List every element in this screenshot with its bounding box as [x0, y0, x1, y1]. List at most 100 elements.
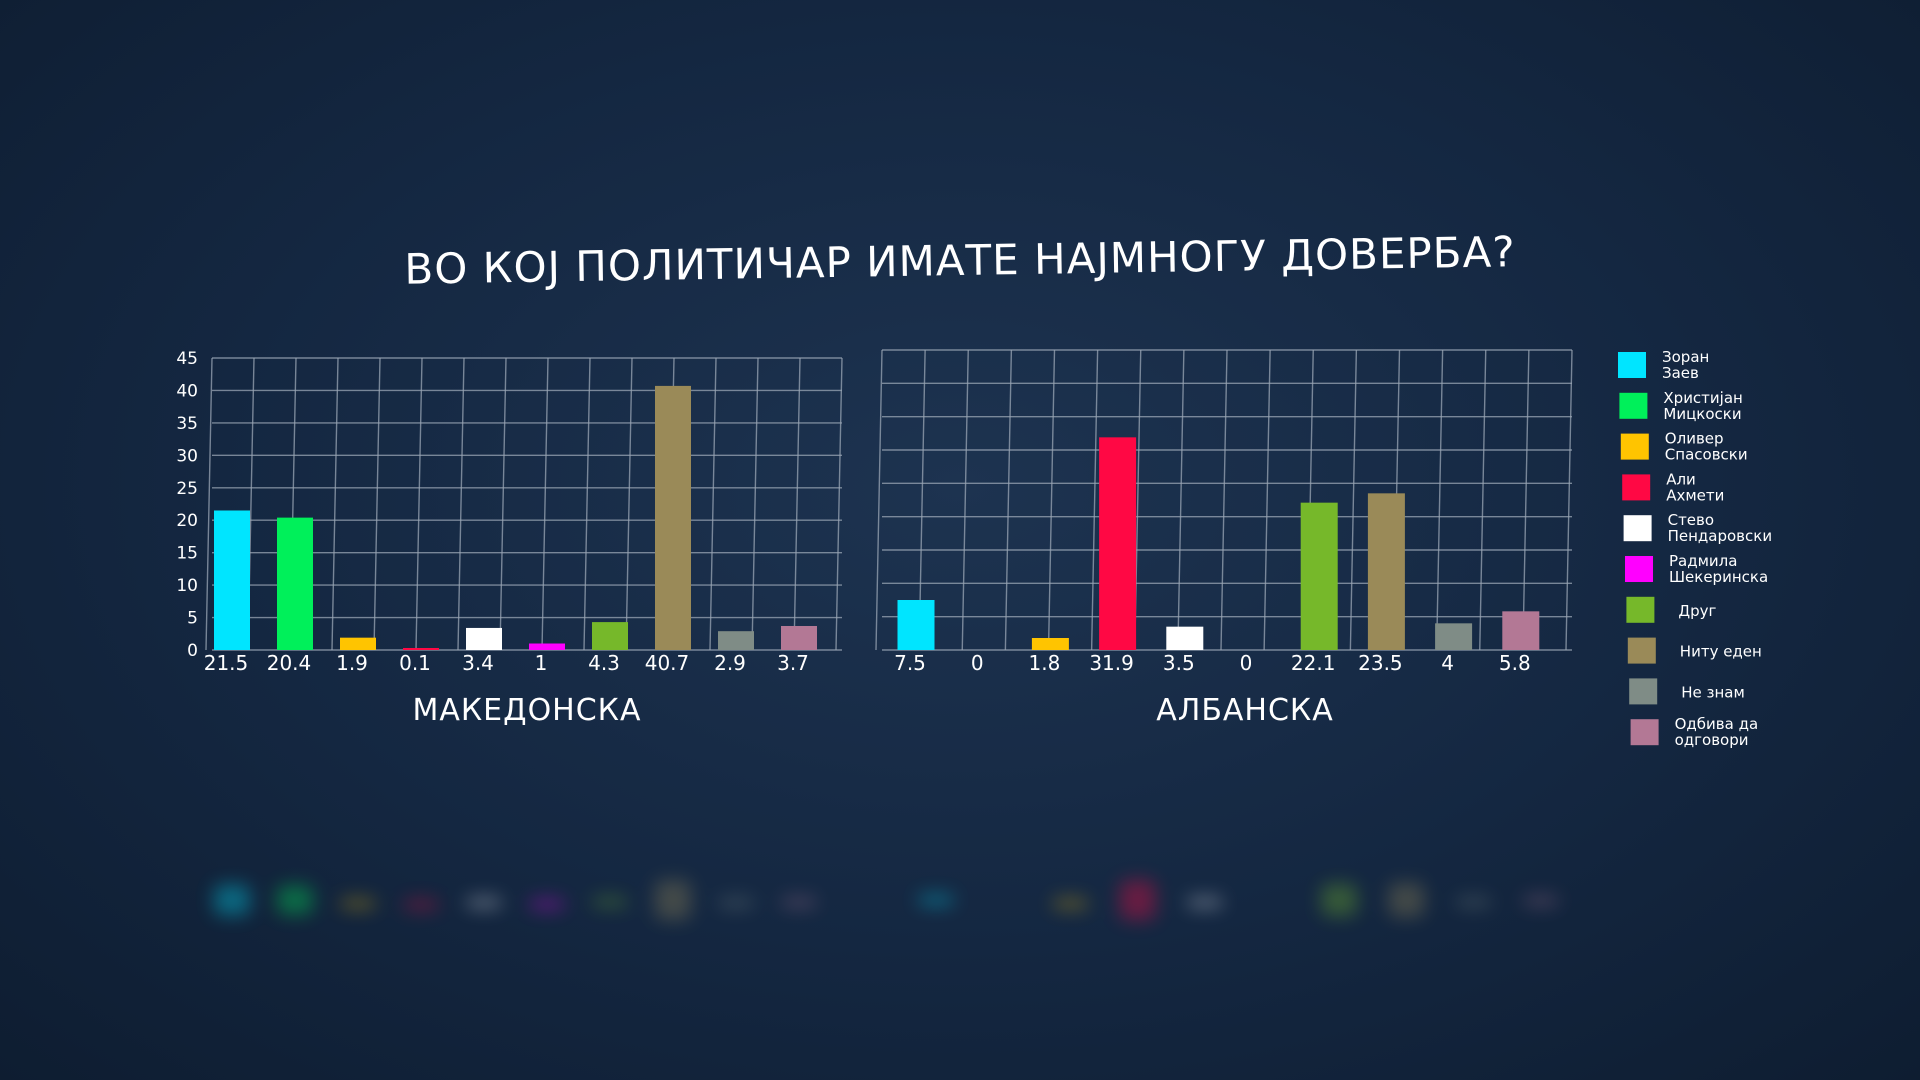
data-label-9: 4 [1441, 651, 1454, 675]
grid-line-v [793, 357, 801, 651]
reflection-blob [781, 897, 817, 908]
legend-label: Оливер [1665, 430, 1724, 448]
data-label-5: 3.5 [1163, 651, 1195, 675]
grid-line-v [1004, 349, 1013, 651]
bar-7 [592, 622, 628, 650]
grid-line-v [875, 349, 883, 651]
data-label-8: 23.5 [1358, 651, 1403, 675]
reflection-blob [340, 898, 376, 909]
legend-label: одговори [1675, 731, 1749, 749]
legend-item-8: Ниту еден [1627, 637, 1762, 664]
reflection-blob [918, 894, 954, 906]
reflection-blob [466, 897, 502, 908]
grid-line-v [205, 357, 213, 651]
data-label-1: 7.5 [894, 651, 926, 675]
grid-line-v [1435, 349, 1444, 651]
grid [875, 349, 1573, 651]
legend-label: Зоран [1662, 348, 1709, 366]
data-label-6: 0 [1240, 651, 1253, 675]
chart-panel-2: 7.5 0 1.8 31.9 3.5 0 22.1 23.5 4 5.8 АЛБАНСКА [875, 349, 1573, 728]
data-label-2: 20.4 [267, 651, 312, 675]
legend-item-7: Друг [1626, 596, 1717, 623]
legend-swatch [1627, 637, 1656, 664]
y-tick-label: 35 [176, 414, 198, 434]
bar-1 [897, 600, 935, 650]
data-label-3: 1.8 [1028, 651, 1060, 675]
x-axis-label: АЛБАНСКА [1156, 693, 1334, 728]
bar-5 [1166, 626, 1204, 650]
legend-swatch [1619, 392, 1648, 419]
legend-label: Не знам [1681, 683, 1745, 701]
reflection-blob [277, 885, 313, 915]
data-label-4: 31.9 [1089, 651, 1134, 675]
y-tick-label: 0 [187, 641, 198, 661]
bar-9 [1435, 623, 1473, 650]
grid-line-v [457, 357, 465, 651]
grid-line-v [751, 357, 759, 651]
bar-6 [529, 643, 565, 650]
data-label-1: 21.5 [204, 651, 249, 675]
bar-2 [277, 517, 313, 650]
grid-line-v [1522, 349, 1530, 651]
reflection-blob [592, 896, 628, 907]
reflection-blob [655, 880, 691, 920]
legend-label: Стево [1668, 511, 1714, 529]
data-label-2: 0 [971, 651, 984, 675]
bar-8 [1367, 493, 1405, 650]
y-tick-label: 10 [176, 576, 198, 596]
reflection-blob [1119, 880, 1156, 920]
bar-1 [214, 510, 250, 650]
grid-line-v [499, 357, 507, 651]
legend-label: Пендаровски [1668, 527, 1772, 545]
bar-9 [718, 631, 754, 650]
reflection-blob [529, 899, 565, 910]
grid-line-v [1090, 349, 1099, 651]
legend-label: Заев [1662, 364, 1699, 382]
legend-label: Радмила [1669, 552, 1737, 570]
legend-swatch [1620, 433, 1649, 460]
grid-line-v [1349, 349, 1358, 651]
grid-line-v [835, 357, 843, 651]
legend-swatch [1623, 515, 1652, 542]
grid-line-v [961, 349, 969, 651]
reflection-blob [1388, 882, 1425, 918]
legend-label: Мицкоски [1663, 405, 1741, 423]
reflection-blob [1186, 897, 1223, 908]
reflection-blob [214, 884, 250, 916]
data-label-7: 22.1 [1291, 651, 1336, 675]
chart-reflection [214, 880, 1559, 920]
bar-4 [1099, 437, 1137, 650]
data-label-10: 5.8 [1499, 651, 1531, 675]
grid-line-v [1479, 349, 1487, 651]
data-label-9: 2.9 [714, 651, 746, 675]
grid-line-v [1263, 349, 1271, 651]
y-tick-label: 20 [176, 511, 198, 531]
legend-swatch [1629, 678, 1658, 705]
grid-line-v [709, 357, 717, 651]
x-axis-label: МАКЕДОНСКА [412, 693, 641, 728]
bar-5 [466, 627, 502, 650]
chart-panel-1: 0 5 10 15 20 25 30 35 40 45 21.5 20.4 1.9 0.1 3.4 1 4.3 4… [176, 349, 843, 728]
y-tick-label: 30 [176, 446, 198, 466]
reflection-blob [1455, 897, 1492, 908]
legend-label: Шекеринска [1669, 568, 1768, 586]
legend-item-9: Не знам [1629, 678, 1745, 705]
legend-label: Ниту еден [1680, 643, 1762, 661]
reflection-blob [403, 899, 439, 910]
legend-label: Спасовски [1665, 446, 1748, 464]
bar-8 [655, 385, 691, 650]
legend-swatch [1625, 556, 1653, 582]
legend-swatch [1618, 352, 1646, 378]
data-label-3: 1.9 [336, 651, 368, 675]
y-tick-label: 25 [176, 479, 198, 499]
bar-10 [781, 625, 817, 650]
reflection-blob [1522, 895, 1559, 906]
reflection-blob [1321, 883, 1358, 917]
data-label-7: 4.3 [588, 651, 620, 675]
legend-swatch [1622, 474, 1651, 501]
